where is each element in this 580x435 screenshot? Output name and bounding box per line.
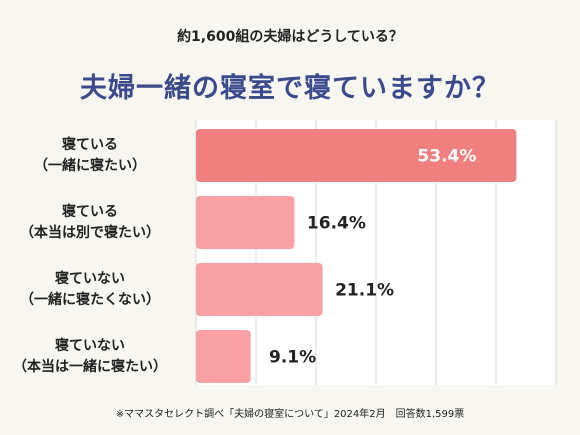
bar: [196, 129, 517, 182]
category-label: 寝ている （一緒に寝たい）: [0, 135, 180, 177]
bar: [196, 330, 251, 383]
data-label: 9.1%: [269, 348, 316, 368]
category-label-line: 寝ている: [62, 136, 118, 153]
bar: [196, 263, 323, 316]
data-label: 53.4%: [417, 147, 476, 167]
category-label-line: （一緒に寝たい）: [34, 157, 146, 174]
bar: [196, 196, 295, 249]
chart-subtitle: 約1,600組の夫婦はどうしている？: [177, 29, 403, 45]
category-label: 寝ていない （一緒に寝たくない）: [0, 269, 180, 311]
footnote: ※ママスタセレクト調べ「夫婦の寝室について」2024年2月 回答数1,599票: [115, 409, 465, 420]
category-label: 寝ていない （本当は一緒に寝たい）: [0, 336, 180, 378]
data-label: 16.4%: [307, 214, 366, 234]
chart-title: 夫婦一緒の寝室で寝ていますか？: [80, 73, 500, 104]
category-label-line: （本当は別で寝たい）: [20, 224, 160, 241]
category-label-line: （本当は一緒に寝たい）: [13, 358, 167, 375]
category-label-line: 寝ている: [62, 203, 118, 220]
category-label-line: 寝ていない: [55, 337, 125, 354]
data-label: 21.1%: [335, 281, 394, 301]
category-label: 寝ている （本当は別で寝たい）: [0, 202, 180, 244]
category-label-line: 寝ていない: [55, 270, 125, 287]
category-label-line: （一緒に寝たくない）: [20, 291, 160, 308]
